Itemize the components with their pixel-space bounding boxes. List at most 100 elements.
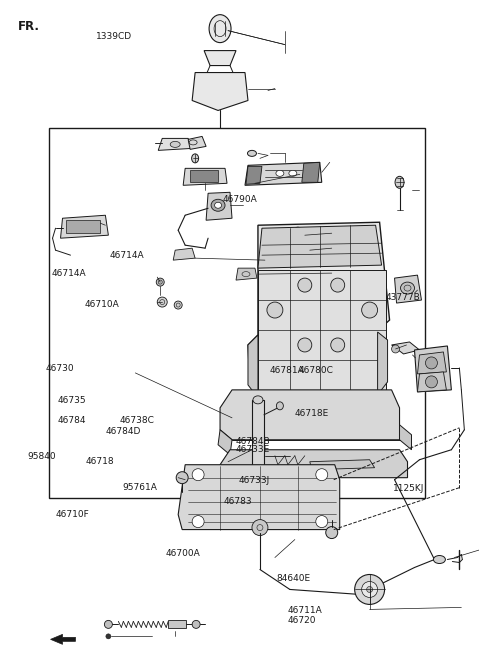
Ellipse shape bbox=[303, 243, 312, 254]
Text: 46784D: 46784D bbox=[106, 427, 142, 436]
Text: 46710A: 46710A bbox=[84, 300, 119, 309]
Polygon shape bbox=[245, 162, 322, 185]
Polygon shape bbox=[188, 136, 206, 150]
Circle shape bbox=[326, 527, 338, 538]
Polygon shape bbox=[248, 335, 258, 398]
Text: 43777B: 43777B bbox=[386, 293, 421, 302]
Text: 95761A: 95761A bbox=[123, 483, 157, 492]
Text: FR.: FR. bbox=[17, 20, 39, 34]
Polygon shape bbox=[395, 275, 421, 303]
Ellipse shape bbox=[293, 227, 302, 239]
Circle shape bbox=[156, 278, 164, 286]
Polygon shape bbox=[220, 390, 399, 440]
Bar bbox=[168, 620, 186, 629]
Bar bbox=[190, 170, 218, 183]
Polygon shape bbox=[418, 352, 446, 374]
Circle shape bbox=[192, 515, 204, 528]
Ellipse shape bbox=[276, 402, 283, 410]
Ellipse shape bbox=[248, 150, 256, 156]
Bar bbox=[48, 129, 425, 498]
Polygon shape bbox=[204, 51, 236, 65]
Text: 46718: 46718 bbox=[86, 457, 115, 465]
Circle shape bbox=[298, 278, 312, 292]
Polygon shape bbox=[178, 465, 340, 530]
Text: 46700A: 46700A bbox=[165, 548, 200, 558]
Polygon shape bbox=[236, 268, 257, 280]
Circle shape bbox=[316, 469, 328, 480]
Ellipse shape bbox=[433, 556, 445, 563]
Circle shape bbox=[267, 302, 283, 318]
Text: 46735: 46735 bbox=[57, 396, 86, 405]
Circle shape bbox=[106, 634, 111, 639]
Ellipse shape bbox=[400, 282, 415, 294]
Polygon shape bbox=[192, 72, 248, 111]
Text: 1339CD: 1339CD bbox=[96, 32, 132, 42]
Ellipse shape bbox=[253, 396, 263, 404]
Ellipse shape bbox=[395, 177, 404, 188]
Circle shape bbox=[355, 575, 384, 604]
Ellipse shape bbox=[289, 170, 297, 177]
Circle shape bbox=[367, 587, 372, 592]
Text: 46710F: 46710F bbox=[56, 511, 89, 519]
Ellipse shape bbox=[209, 14, 231, 43]
Polygon shape bbox=[392, 342, 420, 354]
Polygon shape bbox=[378, 332, 387, 395]
Text: 46720: 46720 bbox=[288, 616, 316, 625]
Circle shape bbox=[331, 278, 345, 292]
Polygon shape bbox=[399, 425, 411, 449]
Polygon shape bbox=[310, 460, 374, 470]
Ellipse shape bbox=[215, 202, 222, 208]
Polygon shape bbox=[158, 138, 192, 150]
Circle shape bbox=[316, 515, 328, 528]
Circle shape bbox=[176, 472, 188, 484]
Text: 46783: 46783 bbox=[223, 498, 252, 506]
Bar bbox=[252, 400, 264, 474]
Ellipse shape bbox=[211, 199, 225, 212]
Text: 46733J: 46733J bbox=[239, 476, 270, 485]
Text: 46714A: 46714A bbox=[110, 251, 144, 260]
Polygon shape bbox=[302, 162, 320, 183]
Polygon shape bbox=[220, 449, 408, 478]
Circle shape bbox=[104, 620, 112, 629]
Bar bbox=[258, 270, 385, 390]
Polygon shape bbox=[248, 222, 390, 398]
Polygon shape bbox=[206, 192, 232, 220]
Circle shape bbox=[192, 620, 200, 629]
Text: 84640E: 84640E bbox=[276, 573, 310, 583]
Polygon shape bbox=[258, 225, 382, 268]
Text: 46738C: 46738C bbox=[120, 416, 154, 425]
Polygon shape bbox=[173, 248, 195, 260]
Polygon shape bbox=[415, 346, 451, 392]
Circle shape bbox=[361, 581, 378, 598]
Ellipse shape bbox=[170, 142, 180, 148]
Circle shape bbox=[425, 357, 437, 369]
Circle shape bbox=[425, 376, 437, 388]
Circle shape bbox=[392, 345, 399, 353]
Polygon shape bbox=[418, 372, 446, 392]
Text: 95840: 95840 bbox=[27, 452, 56, 461]
Text: 46784B: 46784B bbox=[235, 437, 270, 445]
Text: 46733E: 46733E bbox=[235, 445, 269, 454]
Circle shape bbox=[361, 302, 378, 318]
Circle shape bbox=[252, 519, 268, 536]
Text: 46711A: 46711A bbox=[288, 606, 323, 616]
Ellipse shape bbox=[276, 170, 284, 177]
Text: 46718E: 46718E bbox=[295, 409, 329, 418]
Polygon shape bbox=[246, 166, 262, 185]
Polygon shape bbox=[183, 168, 227, 185]
Text: 46784: 46784 bbox=[57, 416, 85, 425]
Polygon shape bbox=[60, 215, 108, 238]
Circle shape bbox=[157, 297, 167, 307]
Text: 46790A: 46790A bbox=[222, 196, 257, 204]
Circle shape bbox=[298, 338, 312, 352]
Bar bbox=[65, 220, 100, 233]
Circle shape bbox=[174, 301, 182, 309]
Polygon shape bbox=[218, 430, 232, 455]
Text: 46714A: 46714A bbox=[52, 269, 86, 278]
Text: 46781A: 46781A bbox=[270, 366, 304, 375]
Circle shape bbox=[192, 469, 204, 480]
Ellipse shape bbox=[192, 154, 199, 163]
Text: 1125KJ: 1125KJ bbox=[393, 484, 424, 493]
Text: 46780C: 46780C bbox=[299, 366, 333, 375]
Text: 46730: 46730 bbox=[45, 364, 74, 374]
